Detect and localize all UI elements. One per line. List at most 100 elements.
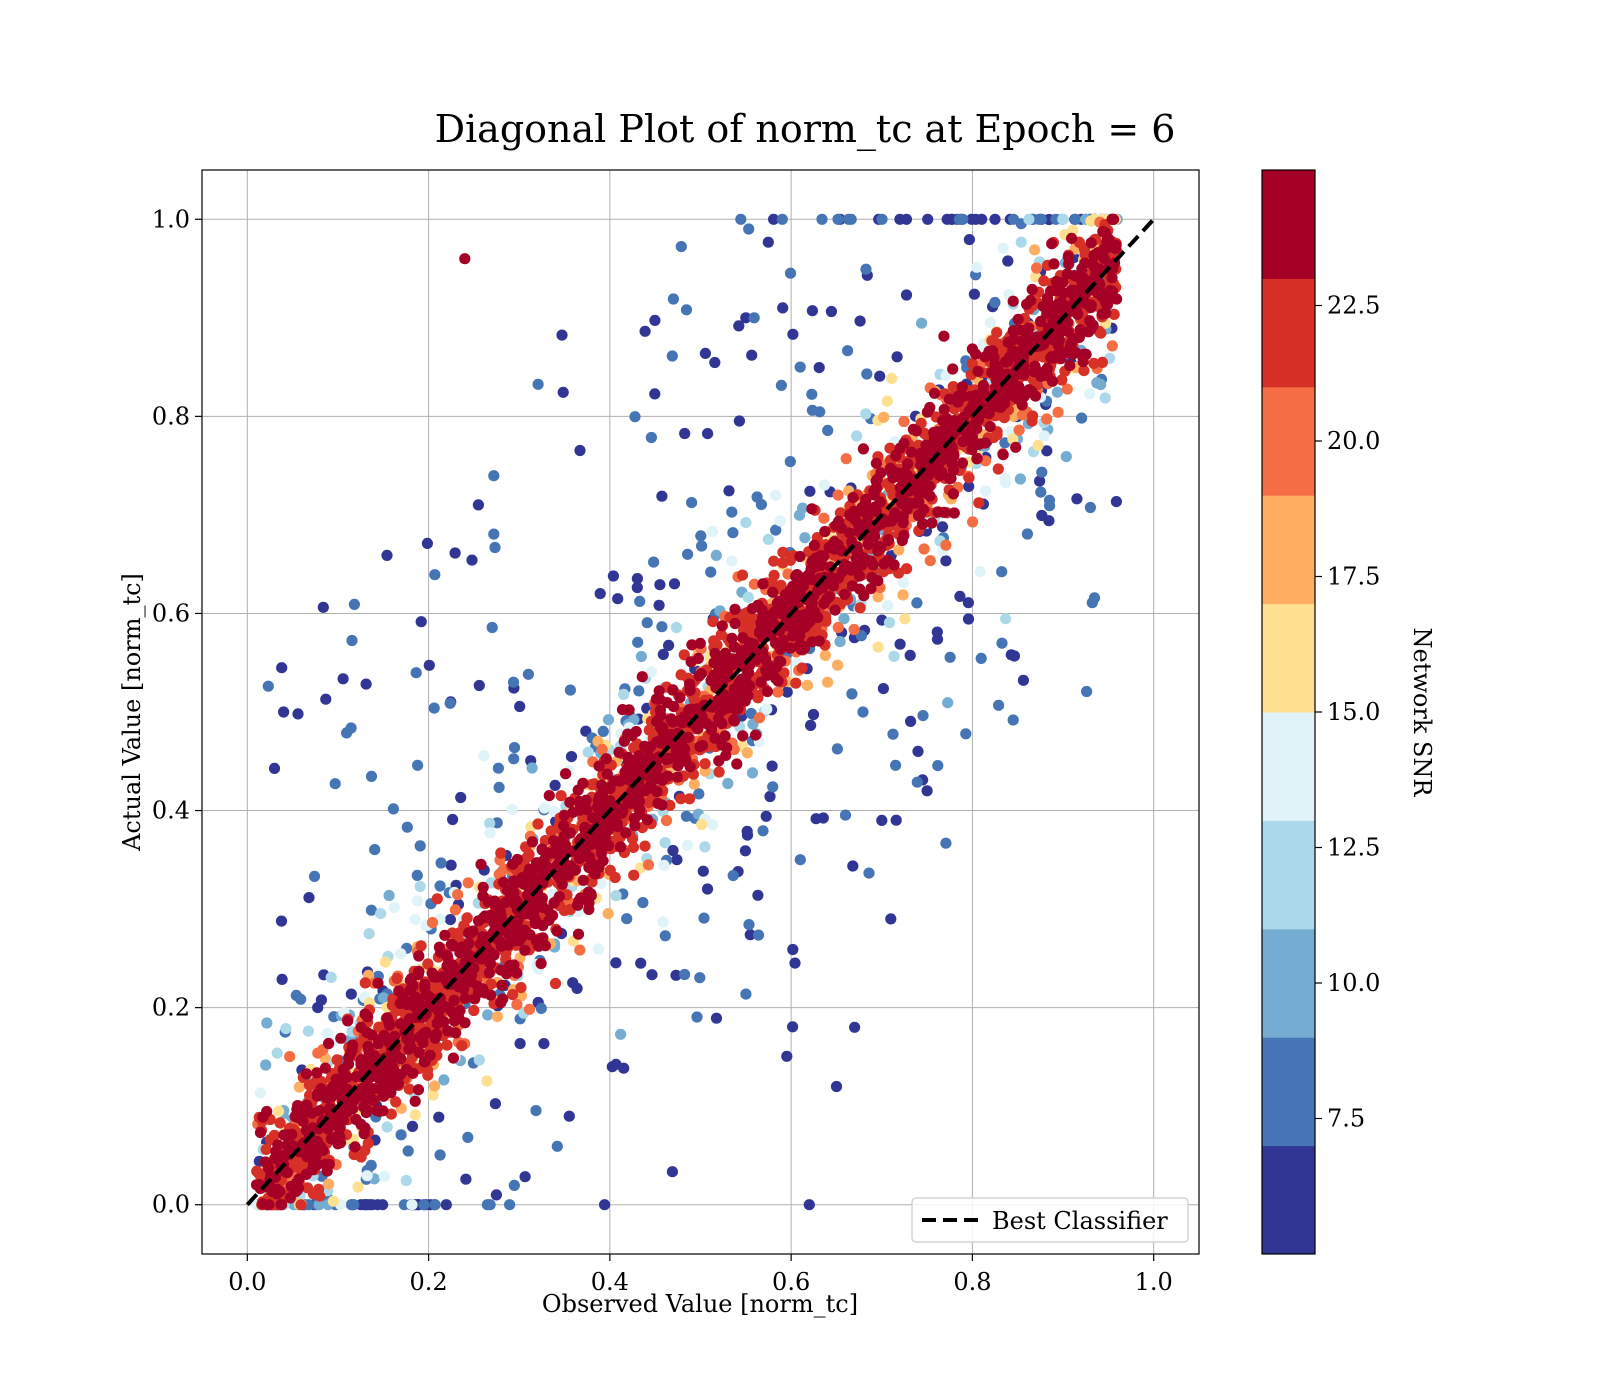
scatter-point xyxy=(912,745,924,758)
scatter-point xyxy=(397,991,409,1003)
scatter-point xyxy=(976,213,988,225)
colorbar-segment xyxy=(1262,170,1315,279)
scatter-point xyxy=(806,503,818,515)
scatter-point xyxy=(650,693,663,705)
scatter-point xyxy=(1041,413,1053,425)
scatter-point xyxy=(885,913,897,925)
scatter-point xyxy=(805,719,817,732)
scatter-point xyxy=(300,1068,313,1080)
scatter-point xyxy=(716,718,728,730)
x-axis: 0.0 0.2 0.4 0.6 0.8 1.0 xyxy=(228,1254,1173,1296)
scatter-point xyxy=(388,901,400,914)
scatter-point xyxy=(1098,253,1110,265)
scatter-point xyxy=(262,680,274,692)
scatter-point xyxy=(694,972,706,984)
scatter-point xyxy=(761,703,773,715)
scatter-point xyxy=(891,351,903,363)
scatter-point xyxy=(860,408,872,420)
scatter-point xyxy=(660,814,673,827)
scatter-point xyxy=(1048,258,1060,270)
scatter-point xyxy=(275,1199,288,1211)
scatter-point xyxy=(363,1046,375,1058)
scatter-point xyxy=(799,532,811,544)
scatter-point xyxy=(477,881,489,894)
scatter-point xyxy=(564,796,576,809)
scatter-points xyxy=(250,213,1123,1211)
scatter-point xyxy=(1060,451,1072,463)
scatter-point xyxy=(755,622,768,634)
scatter-point xyxy=(361,1170,373,1182)
scatter-point xyxy=(789,957,801,969)
scatter-point xyxy=(484,1199,496,1211)
scatter-point xyxy=(752,689,764,701)
scatter-point xyxy=(588,859,600,871)
scatter-point xyxy=(489,1098,501,1110)
scatter-point xyxy=(668,701,680,713)
scatter-point xyxy=(469,993,481,1005)
scatter-point xyxy=(693,788,705,800)
scatter-point xyxy=(777,634,789,646)
scatter-point xyxy=(1031,331,1044,343)
scatter-point xyxy=(629,411,641,423)
scatter-point xyxy=(932,760,944,772)
scatter-point xyxy=(583,903,595,916)
scatter-point xyxy=(740,517,752,529)
scatter-point xyxy=(905,446,918,458)
scatter-point xyxy=(1057,213,1069,225)
scatter-point xyxy=(860,263,872,275)
scatter-point xyxy=(1084,388,1096,400)
scatter-point xyxy=(1088,249,1100,261)
scatter-point xyxy=(839,809,852,821)
scatter-point xyxy=(696,740,709,752)
scatter-point xyxy=(644,741,657,753)
scatter-point xyxy=(571,982,583,995)
scatter-point xyxy=(1085,323,1097,335)
scatter-point xyxy=(947,363,959,375)
scatter-point xyxy=(634,804,646,816)
scatter-point xyxy=(368,1094,380,1106)
scatter-point xyxy=(483,967,495,979)
scatter-point xyxy=(500,968,513,980)
scatter-point xyxy=(1088,357,1100,369)
scatter-point xyxy=(1106,272,1118,284)
scatter-point xyxy=(918,543,930,555)
scatter-point xyxy=(1099,243,1111,255)
scatter-point xyxy=(983,407,995,420)
scatter-point xyxy=(411,895,423,907)
scatter-point xyxy=(414,840,426,852)
scatter-point xyxy=(794,629,806,642)
scatter-point xyxy=(896,497,908,510)
y-tick-label: 1.0 xyxy=(152,205,190,233)
scatter-point xyxy=(850,552,862,565)
scatter-point xyxy=(784,456,796,468)
scatter-point xyxy=(787,1021,799,1033)
scatter-point xyxy=(691,1011,703,1023)
y-tick-label: 0.6 xyxy=(152,599,190,627)
scatter-point xyxy=(555,790,567,802)
scatter-point xyxy=(679,427,691,440)
scatter-point xyxy=(657,648,669,661)
scatter-point xyxy=(848,505,860,517)
scatter-point xyxy=(488,470,500,482)
scatter-point xyxy=(818,512,830,524)
scatter-point xyxy=(1078,365,1090,377)
scatter-point xyxy=(774,515,786,527)
scatter-point xyxy=(331,1054,343,1066)
scatter-point xyxy=(443,1002,455,1014)
scatter-point xyxy=(853,570,866,582)
scatter-point xyxy=(928,426,940,439)
scatter-point xyxy=(418,1199,430,1211)
scatter-point xyxy=(726,506,738,518)
scatter-point xyxy=(863,867,875,879)
scatter-point xyxy=(870,457,883,469)
scatter-point xyxy=(1026,415,1038,427)
scatter-point xyxy=(680,810,693,822)
scatter-point xyxy=(538,802,551,814)
scatter-point xyxy=(663,639,675,652)
scatter-point xyxy=(692,652,704,665)
scatter-point xyxy=(414,880,426,893)
scatter-point xyxy=(898,415,910,428)
scatter-point xyxy=(1005,649,1017,661)
scatter-point xyxy=(641,814,654,826)
scatter-point xyxy=(374,1083,387,1095)
